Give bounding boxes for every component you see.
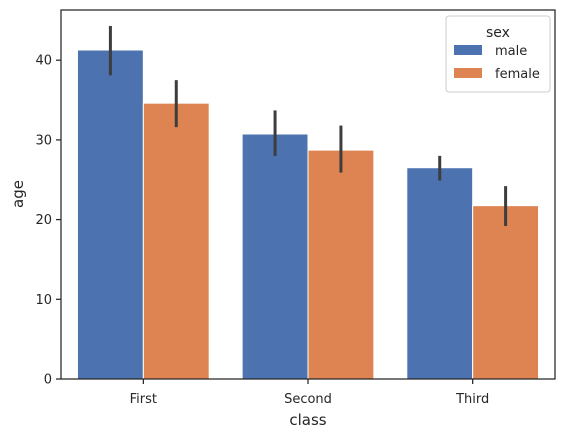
y-tick-label: 0 (44, 373, 52, 388)
bar-female-second (307, 149, 375, 380)
bar-male-second (241, 133, 309, 380)
legend-swatch-female (454, 68, 482, 78)
legend-swatch-male (454, 45, 482, 55)
x-axis-label: class (289, 411, 326, 429)
y-tick-label: 30 (35, 133, 52, 148)
bar-female-third (472, 205, 540, 380)
legend-label-male: male (495, 44, 527, 59)
y-ticks-layer: 0 10 20 30 40 (35, 54, 61, 388)
y-tick-label: 20 (35, 213, 52, 228)
error-bars-layer (108, 25, 508, 226)
y-axis-label: age (9, 180, 27, 208)
legend: sex male female (445, 15, 551, 93)
legend-title: sex (486, 25, 510, 41)
bar-female-first (142, 102, 210, 380)
y-tick-label: 10 (35, 293, 52, 308)
bar-male-first (76, 49, 144, 380)
bar-male-third (406, 167, 474, 380)
x-ticks-layer: First Second Third (130, 379, 489, 407)
legend-label-female: female (495, 67, 540, 82)
x-tick-label-third: Third (455, 392, 489, 407)
x-tick-label-first: First (130, 392, 157, 407)
y-tick-label: 40 (35, 54, 52, 69)
bars-layer (76, 49, 540, 380)
x-tick-label-second: Second (284, 392, 332, 407)
